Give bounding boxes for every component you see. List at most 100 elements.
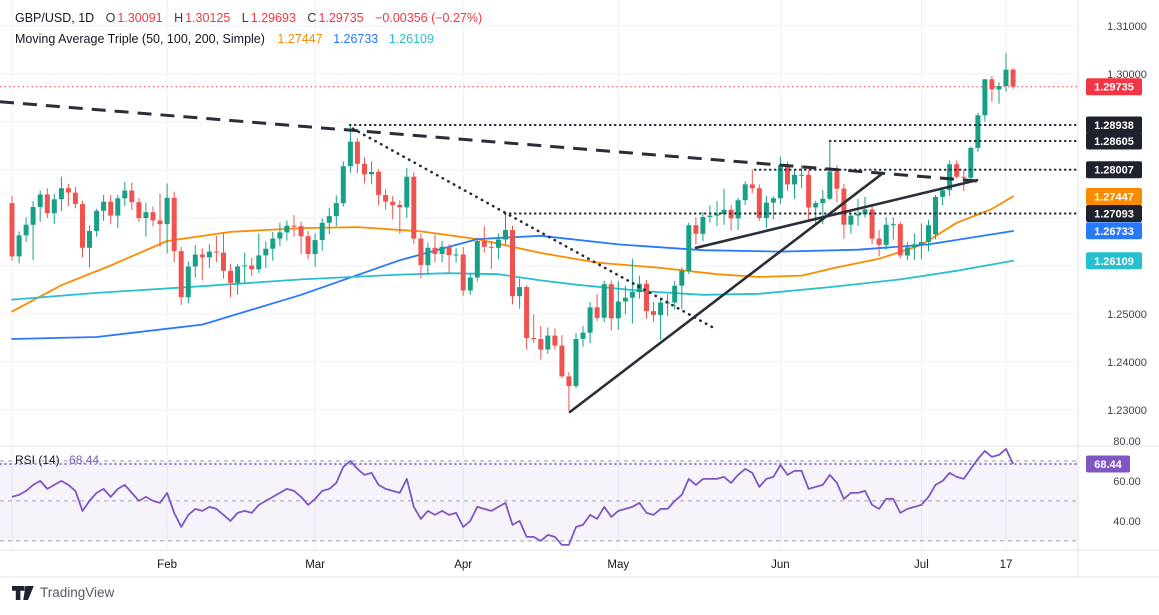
time-tick-label: Jul — [914, 559, 929, 571]
candle-body — [947, 164, 953, 191]
ohlc-high-value: 1.30125 — [185, 11, 231, 25]
rsi-badge — [1086, 455, 1130, 473]
candle-body — [989, 79, 995, 90]
candle-body — [362, 163, 367, 175]
candle-body — [171, 197, 177, 252]
price-axis[interactable]: 1.31000 1.30000 1.25000 1.24000 1.23000 1.297… — [1086, 21, 1147, 528]
candle-body — [256, 255, 262, 270]
candle-body — [799, 174, 805, 176]
sma-200-line[interactable] — [11, 259, 1014, 301]
candle-body — [249, 265, 255, 270]
candle-body — [319, 222, 325, 241]
candle-body — [644, 283, 649, 312]
candle-body — [291, 225, 297, 227]
candle-body — [742, 184, 748, 201]
rsi-line[interactable] — [11, 447, 1014, 546]
candle-body — [538, 339, 544, 350]
candle-body — [354, 141, 360, 164]
candle-body — [101, 201, 107, 211]
candle-body — [467, 277, 473, 291]
candle-body — [270, 238, 276, 249]
time-axis[interactable]: Feb Mar Apr May Jun Jul 17 — [157, 559, 1012, 571]
rsi-badge-label: 68.44 — [1094, 459, 1122, 471]
candle-body — [460, 254, 466, 291]
candle-body — [108, 201, 114, 216]
candle-body — [94, 210, 100, 231]
candle-body — [735, 200, 741, 219]
rsi-tick-label: 60.00 — [1113, 476, 1141, 488]
candle-body — [37, 194, 43, 207]
candle-body — [658, 302, 664, 315]
sma-100-line[interactable] — [11, 230, 1014, 340]
candle-body — [883, 224, 889, 245]
candle-body — [848, 215, 854, 225]
candle-body — [968, 147, 974, 178]
candle-body — [72, 192, 78, 205]
candle-body — [982, 79, 988, 116]
candle-body — [312, 240, 318, 254]
candle-body — [326, 216, 332, 223]
rsi-legend[interactable]: RSI (14) 68.44 — [15, 453, 99, 467]
candle-body — [16, 235, 22, 257]
candle-body — [178, 251, 184, 298]
candle-body — [918, 242, 924, 245]
rsi-indicator-label[interactable]: RSI (14) — [15, 453, 60, 467]
candle-body — [975, 115, 981, 148]
candle-body — [157, 220, 163, 225]
candle-body — [566, 376, 572, 386]
time-tick-label: Apr — [454, 559, 472, 571]
candle-body — [806, 174, 812, 208]
candle-body — [80, 204, 85, 248]
candle-body — [651, 311, 656, 315]
ma-indicator-label[interactable]: Moving Average Triple (50, 100, 200, Sim… — [15, 32, 265, 46]
candle-body — [298, 226, 304, 237]
candle-body — [143, 212, 149, 218]
price-badge-label: 1.26733 — [1094, 226, 1134, 238]
price-badge-label: 1.29735 — [1094, 82, 1134, 94]
moving-average-row[interactable]: Moving Average Triple (50, 100, 200, Sim… — [15, 29, 482, 50]
candle-body — [707, 215, 713, 217]
candle-body — [404, 176, 410, 208]
tradingview-logo[interactable]: TradingView — [12, 585, 114, 600]
candle-body — [129, 190, 135, 203]
candle-body — [672, 285, 678, 303]
price-badge — [1086, 161, 1142, 179]
dotted-trendline[interactable] — [351, 127, 714, 329]
candle-body — [608, 284, 614, 319]
symbol-row[interactable]: GBP/USD, 1D O 1.30091 H 1.30125 L 1.29693 C… — [15, 8, 482, 29]
price-badge — [1086, 116, 1142, 134]
candle-body — [185, 266, 191, 298]
price-badge-label: 1.28605 — [1094, 136, 1134, 148]
candle-body — [820, 198, 826, 204]
symbol-legend: GBP/USD, 1D O 1.30091 H 1.30125 L 1.29693 C… — [15, 8, 482, 50]
symbol-title[interactable]: GBP/USD, 1D — [15, 11, 95, 25]
candle-body — [792, 174, 797, 185]
candle-body — [277, 232, 283, 239]
price-badge — [1086, 205, 1142, 222]
ma-100-value: 1.26733 — [333, 32, 379, 46]
candle-body — [510, 230, 515, 297]
candle-body — [136, 202, 142, 218]
candle-body — [87, 231, 92, 248]
candle-body — [122, 190, 128, 199]
price-badge-label: 1.28938 — [1094, 120, 1134, 132]
candle-body — [855, 214, 861, 216]
dashed-trendline[interactable] — [0, 100, 978, 183]
candle-body — [961, 176, 967, 178]
candle-body — [559, 345, 565, 377]
solid-trendline[interactable] — [568, 172, 884, 414]
ohlc-low-value: 1.29693 — [250, 11, 296, 25]
candle-body — [890, 224, 896, 226]
solid-trendline[interactable] — [694, 178, 979, 250]
candle-body — [446, 246, 452, 255]
candle-body — [284, 225, 290, 233]
candle-body — [51, 199, 57, 214]
candle-body — [333, 203, 339, 217]
time-tick-label: May — [607, 559, 629, 571]
candle-body — [904, 247, 910, 256]
price-badge — [1086, 188, 1142, 205]
candle-body — [228, 270, 233, 283]
candle-body — [940, 190, 946, 197]
ohlc-low-label: L — [241, 11, 249, 25]
